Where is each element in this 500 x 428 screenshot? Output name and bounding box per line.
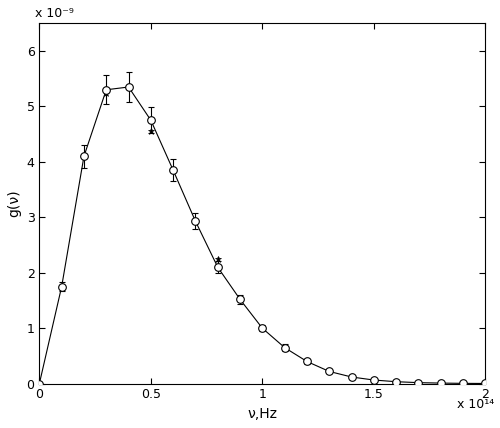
Text: x 10⁻⁹: x 10⁻⁹ xyxy=(35,7,74,20)
Y-axis label: g(ν): g(ν) xyxy=(7,190,21,217)
Text: x 10¹⁴: x 10¹⁴ xyxy=(457,398,494,411)
X-axis label: ν,Hz: ν,Hz xyxy=(248,407,278,421)
